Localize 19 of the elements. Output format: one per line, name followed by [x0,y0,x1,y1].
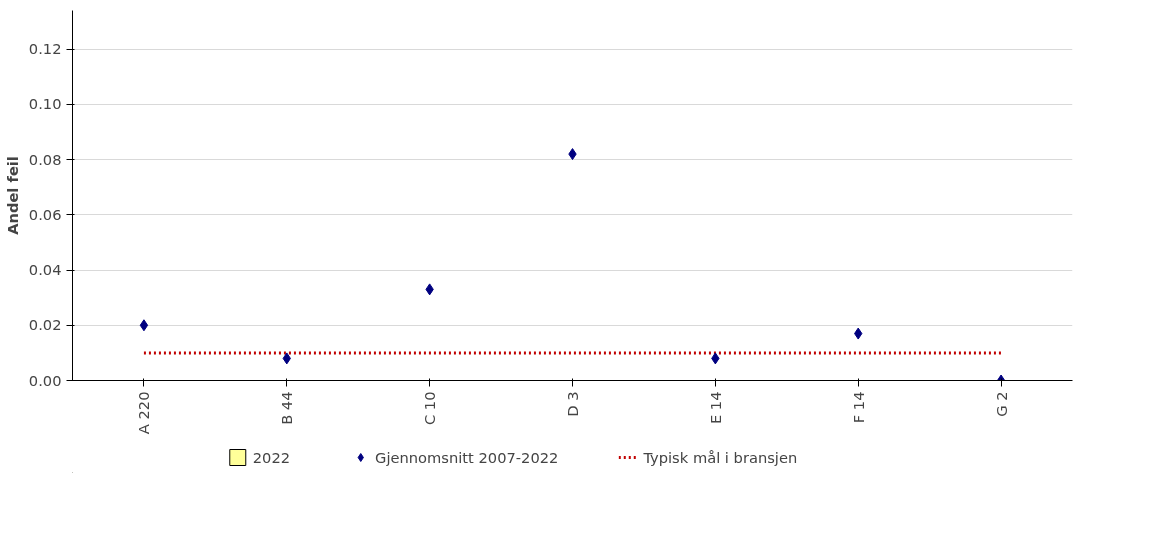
y-tick-label: 0.10 [28,95,62,113]
y-tick-label: 0.06 [28,205,62,223]
x-tick-label: F 14 [849,391,867,424]
legend-label: Gjennomsnitt 2007-2022 [375,448,559,466]
y-tick-label: 0.02 [28,316,62,334]
y-tick-label: 0.08 [28,150,62,168]
y-tick-label: 0.04 [28,261,62,279]
point [139,319,149,332]
x-tick-label: E 14 [706,391,724,425]
x-tick-label: D 3 [564,391,581,417]
y-tick-label: 0.12 [28,40,62,58]
legend-label: Typisk mål i bransjen [643,448,798,466]
x-tick-label: A 220 [135,391,153,435]
x-tick-label: C 10 [421,391,439,426]
y-tick-label: 0.00 [28,371,62,389]
y-axis-title: Andel feil [3,156,21,235]
legend-label: 2022 [252,448,291,466]
x-tick-label: G 2 [992,391,1010,417]
x-tick-label: B 44 [278,391,296,425]
